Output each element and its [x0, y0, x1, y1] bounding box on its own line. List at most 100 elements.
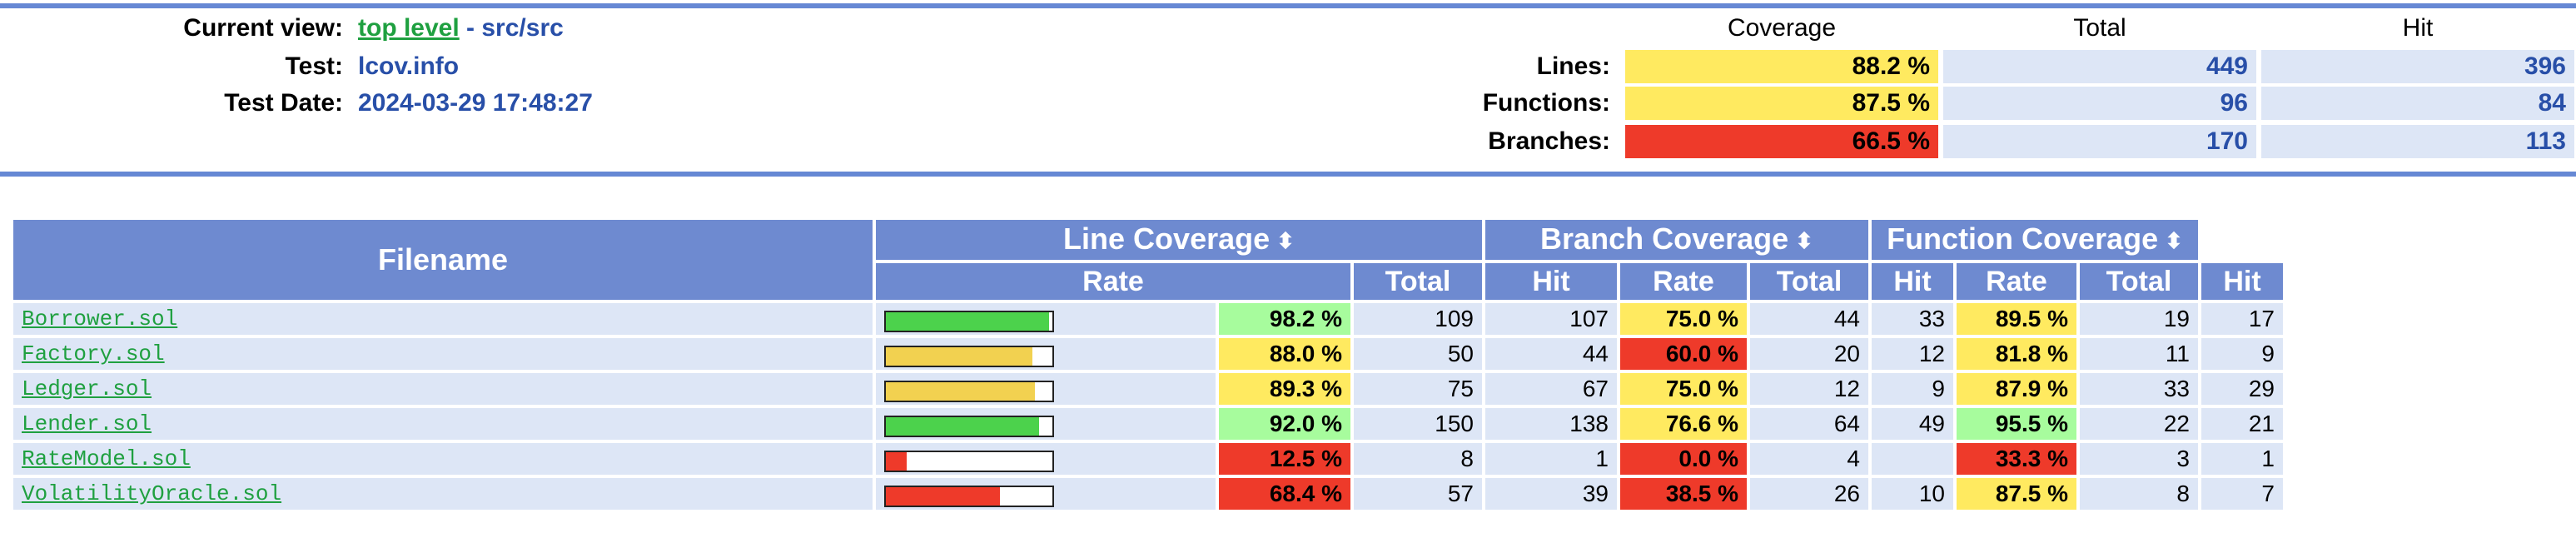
- filename-cell: Factory.sol: [13, 338, 873, 371]
- function-total-cell: 33: [2080, 373, 2198, 406]
- filename-header: Filename: [13, 220, 873, 301]
- file-link[interactable]: VolatilityOracle.sol: [22, 481, 282, 507]
- line-rate-cell: 92.0 %: [1219, 408, 1350, 441]
- line-total-cell: 75: [1354, 373, 1482, 406]
- line-rate-cell: 68.4 %: [1219, 478, 1350, 511]
- summary-header-hit: Hit: [2402, 14, 2434, 42]
- branch-total-cell: 26: [1750, 478, 1868, 511]
- table-row: VolatilityOracle.sol 68.4 % 57 39 38.5 % 26 10…: [13, 478, 2283, 511]
- line-hit-cell: 1: [1485, 443, 1617, 476]
- branch-hit-cell: 12: [1872, 338, 1953, 371]
- file-link[interactable]: Lender.sol: [22, 411, 152, 437]
- file-coverage-table: Filename Line Coverage ⬍ Branch Coverage ⬍…: [10, 217, 2286, 513]
- summary-branches-coverage: 66.5 %: [1625, 125, 1938, 158]
- line-coverage-bar-fill: [886, 382, 1035, 401]
- current-view-label: Current view:: [183, 14, 343, 42]
- branch-hit-cell: 9: [1872, 373, 1953, 406]
- function-rate-cell: 81.8 %: [1957, 338, 2076, 371]
- current-view: top level - src/src: [358, 12, 564, 45]
- file-link[interactable]: Ledger.sol: [22, 376, 152, 402]
- line-coverage-bar-cell: [876, 338, 1216, 371]
- line-coverage-bar-fill: [886, 312, 1049, 331]
- branch-coverage-header[interactable]: Branch Coverage ⬍: [1485, 220, 1868, 261]
- line-coverage-bar-fill: [886, 417, 1039, 436]
- line-coverage-bar: [884, 451, 1054, 473]
- line-coverage-bar-fill: [886, 487, 1000, 506]
- line-total-cell: 150: [1354, 408, 1482, 441]
- branch-total-cell: 64: [1750, 408, 1868, 441]
- line-coverage-bar-cell: [876, 408, 1216, 441]
- test-date-value: 2024-03-29 17:48:27: [358, 89, 593, 117]
- file-link[interactable]: Factory.sol: [22, 341, 165, 367]
- line-total-header: Total: [1354, 263, 1482, 301]
- sort-icon[interactable]: ⬍: [2165, 228, 2183, 254]
- sort-icon[interactable]: ⬍: [1276, 228, 1295, 254]
- current-view-path: src/src: [481, 14, 564, 42]
- line-coverage-bar-fill: [886, 452, 907, 471]
- function-total-cell: 11: [2080, 338, 2198, 371]
- function-rate-cell: 33.3 %: [1957, 443, 2076, 476]
- branch-total-cell: 44: [1750, 303, 1868, 336]
- test-value: lcov.info: [358, 52, 460, 80]
- line-coverage-bar-cell: [876, 303, 1216, 336]
- line-hit-header: Hit: [1485, 263, 1617, 301]
- branch-total-cell: 12: [1750, 373, 1868, 406]
- filename-cell: RateModel.sol: [13, 443, 873, 476]
- branch-hit-cell: 49: [1872, 408, 1953, 441]
- branch-rate-cell: 75.0 %: [1620, 303, 1747, 336]
- line-coverage-bar: [884, 346, 1054, 368]
- top-level-link[interactable]: top level: [358, 14, 460, 42]
- line-total-cell: 57: [1354, 478, 1482, 511]
- current-view-separator: -: [459, 14, 482, 42]
- table-row: RateModel.sol 12.5 % 8 1 0.0 % 4 33.3 % 3 1: [13, 443, 2283, 476]
- branch-rate-cell: 0.0 %: [1620, 443, 1747, 476]
- function-total-cell: 22: [2080, 408, 2198, 441]
- summary-header-coverage: Coverage: [1727, 14, 1837, 42]
- line-hit-cell: 107: [1485, 303, 1617, 336]
- filename-cell: Lender.sol: [13, 408, 873, 441]
- summary-functions-total: 96: [1943, 87, 2256, 120]
- line-coverage-bar: [884, 416, 1054, 438]
- function-rate-header: Rate: [1957, 263, 2076, 301]
- function-total-cell: 3: [2080, 443, 2198, 476]
- function-coverage-header[interactable]: Function Coverage ⬍: [1872, 220, 2198, 261]
- function-rate-cell: 87.9 %: [1957, 373, 2076, 406]
- function-hit-cell: 17: [2201, 303, 2283, 336]
- summary-functions-coverage: 87.5 %: [1625, 87, 1938, 120]
- section-divider: [0, 172, 2576, 177]
- line-coverage-bar: [884, 311, 1054, 333]
- branch-hit-header: Hit: [1872, 263, 1953, 301]
- table-row: Lender.sol 92.0 % 150 138 76.6 % 64 49 95.5 % 22…: [13, 408, 2283, 441]
- function-hit-cell: 29: [2201, 373, 2283, 406]
- line-total-cell: 8: [1354, 443, 1482, 476]
- branch-rate-cell: 60.0 %: [1620, 338, 1747, 371]
- line-coverage-header[interactable]: Line Coverage ⬍: [876, 220, 1482, 261]
- file-rows: Borrower.sol 98.2 % 109 107 75.0 % 44 33 89.5 %…: [13, 303, 2283, 511]
- branch-total-cell: 20: [1750, 338, 1868, 371]
- top-divider: [0, 3, 2576, 8]
- function-hit-cell: 9: [2201, 338, 2283, 371]
- summary-branches-hit: 113: [2261, 125, 2574, 158]
- summary-branches-label: Branches:: [1488, 127, 1610, 155]
- function-hit-cell: 1: [2201, 443, 2283, 476]
- line-hit-cell: 138: [1485, 408, 1617, 441]
- branch-rate-header: Rate: [1620, 263, 1747, 301]
- summary-lines-hit: 396: [2261, 50, 2574, 83]
- line-coverage-header-label: Line Coverage: [1063, 222, 1271, 256]
- summary-lines-label: Lines:: [1536, 52, 1610, 80]
- line-hit-cell: 67: [1485, 373, 1617, 406]
- test-date-label: Test Date:: [224, 89, 343, 117]
- line-coverage-bar: [884, 486, 1054, 508]
- sort-icon[interactable]: ⬍: [1795, 228, 1813, 254]
- file-link[interactable]: Borrower.sol: [22, 306, 178, 332]
- function-rate-cell: 89.5 %: [1957, 303, 2076, 336]
- branch-hit-cell: 33: [1872, 303, 1953, 336]
- filename-cell: Borrower.sol: [13, 303, 873, 336]
- file-link[interactable]: RateModel.sol: [22, 446, 191, 472]
- line-rate-cell: 89.3 %: [1219, 373, 1350, 406]
- branch-rate-cell: 38.5 %: [1620, 478, 1747, 511]
- branch-coverage-header-label: Branch Coverage: [1540, 222, 1789, 256]
- branch-rate-cell: 76.6 %: [1620, 408, 1747, 441]
- summary-branches-total: 170: [1943, 125, 2256, 158]
